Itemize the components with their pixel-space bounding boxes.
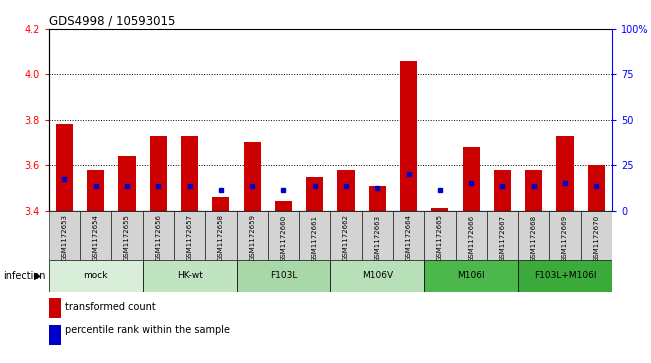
FancyBboxPatch shape bbox=[330, 260, 424, 292]
FancyBboxPatch shape bbox=[549, 211, 581, 260]
Text: GSM1172656: GSM1172656 bbox=[156, 215, 161, 261]
Bar bbox=[181, 136, 198, 211]
Bar bbox=[557, 136, 574, 211]
FancyBboxPatch shape bbox=[236, 260, 330, 292]
FancyBboxPatch shape bbox=[393, 211, 424, 260]
FancyBboxPatch shape bbox=[111, 211, 143, 260]
Text: GSM1172658: GSM1172658 bbox=[218, 215, 224, 261]
FancyBboxPatch shape bbox=[362, 211, 393, 260]
Bar bbox=[118, 156, 135, 211]
FancyBboxPatch shape bbox=[518, 260, 612, 292]
Text: ▶: ▶ bbox=[34, 271, 42, 281]
FancyBboxPatch shape bbox=[143, 260, 236, 292]
Text: GSM1172655: GSM1172655 bbox=[124, 215, 130, 261]
FancyBboxPatch shape bbox=[205, 211, 236, 260]
Text: F103L: F103L bbox=[270, 272, 297, 280]
Bar bbox=[368, 185, 386, 211]
FancyBboxPatch shape bbox=[299, 211, 330, 260]
Text: GSM1172659: GSM1172659 bbox=[249, 215, 255, 261]
FancyBboxPatch shape bbox=[236, 211, 268, 260]
Bar bbox=[400, 61, 417, 211]
Bar bbox=[243, 142, 261, 211]
Text: GSM1172664: GSM1172664 bbox=[406, 215, 411, 261]
Bar bbox=[150, 136, 167, 211]
Bar bbox=[588, 165, 605, 211]
Text: GSM1172667: GSM1172667 bbox=[499, 215, 505, 262]
FancyBboxPatch shape bbox=[80, 211, 111, 260]
FancyBboxPatch shape bbox=[49, 260, 143, 292]
Text: transformed count: transformed count bbox=[65, 302, 156, 312]
Bar bbox=[275, 201, 292, 211]
Bar bbox=[337, 170, 355, 211]
Bar bbox=[56, 125, 73, 211]
Text: GSM1172669: GSM1172669 bbox=[562, 215, 568, 262]
FancyBboxPatch shape bbox=[518, 211, 549, 260]
FancyBboxPatch shape bbox=[581, 211, 612, 260]
FancyBboxPatch shape bbox=[143, 211, 174, 260]
Bar bbox=[431, 208, 449, 211]
Text: HK-wt: HK-wt bbox=[176, 272, 202, 280]
Text: GSM1172661: GSM1172661 bbox=[312, 215, 318, 262]
Text: GSM1172654: GSM1172654 bbox=[92, 215, 99, 261]
Text: GSM1172657: GSM1172657 bbox=[187, 215, 193, 261]
FancyBboxPatch shape bbox=[487, 211, 518, 260]
Text: mock: mock bbox=[83, 272, 108, 280]
FancyBboxPatch shape bbox=[456, 211, 487, 260]
Bar bbox=[525, 170, 542, 211]
Bar bbox=[494, 170, 511, 211]
FancyBboxPatch shape bbox=[268, 211, 299, 260]
Text: F103L+M106I: F103L+M106I bbox=[534, 272, 596, 280]
Bar bbox=[87, 170, 104, 211]
Text: GSM1172670: GSM1172670 bbox=[593, 215, 600, 262]
Text: M106I: M106I bbox=[458, 272, 485, 280]
Text: GSM1172660: GSM1172660 bbox=[281, 215, 286, 262]
Bar bbox=[306, 176, 324, 211]
FancyBboxPatch shape bbox=[174, 211, 205, 260]
Text: GSM1172665: GSM1172665 bbox=[437, 215, 443, 261]
Text: GDS4998 / 10593015: GDS4998 / 10593015 bbox=[49, 15, 175, 28]
Text: M106V: M106V bbox=[362, 272, 393, 280]
Text: GSM1172663: GSM1172663 bbox=[374, 215, 380, 262]
Bar bbox=[212, 197, 230, 211]
Text: percentile rank within the sample: percentile rank within the sample bbox=[65, 325, 230, 335]
FancyBboxPatch shape bbox=[330, 211, 362, 260]
Text: GSM1172662: GSM1172662 bbox=[343, 215, 349, 261]
FancyBboxPatch shape bbox=[424, 211, 456, 260]
FancyBboxPatch shape bbox=[49, 211, 80, 260]
Text: GSM1172666: GSM1172666 bbox=[468, 215, 474, 262]
FancyBboxPatch shape bbox=[424, 260, 518, 292]
Text: GSM1172653: GSM1172653 bbox=[61, 215, 68, 261]
Bar bbox=[463, 147, 480, 211]
Text: GSM1172668: GSM1172668 bbox=[531, 215, 536, 262]
Text: infection: infection bbox=[3, 271, 46, 281]
